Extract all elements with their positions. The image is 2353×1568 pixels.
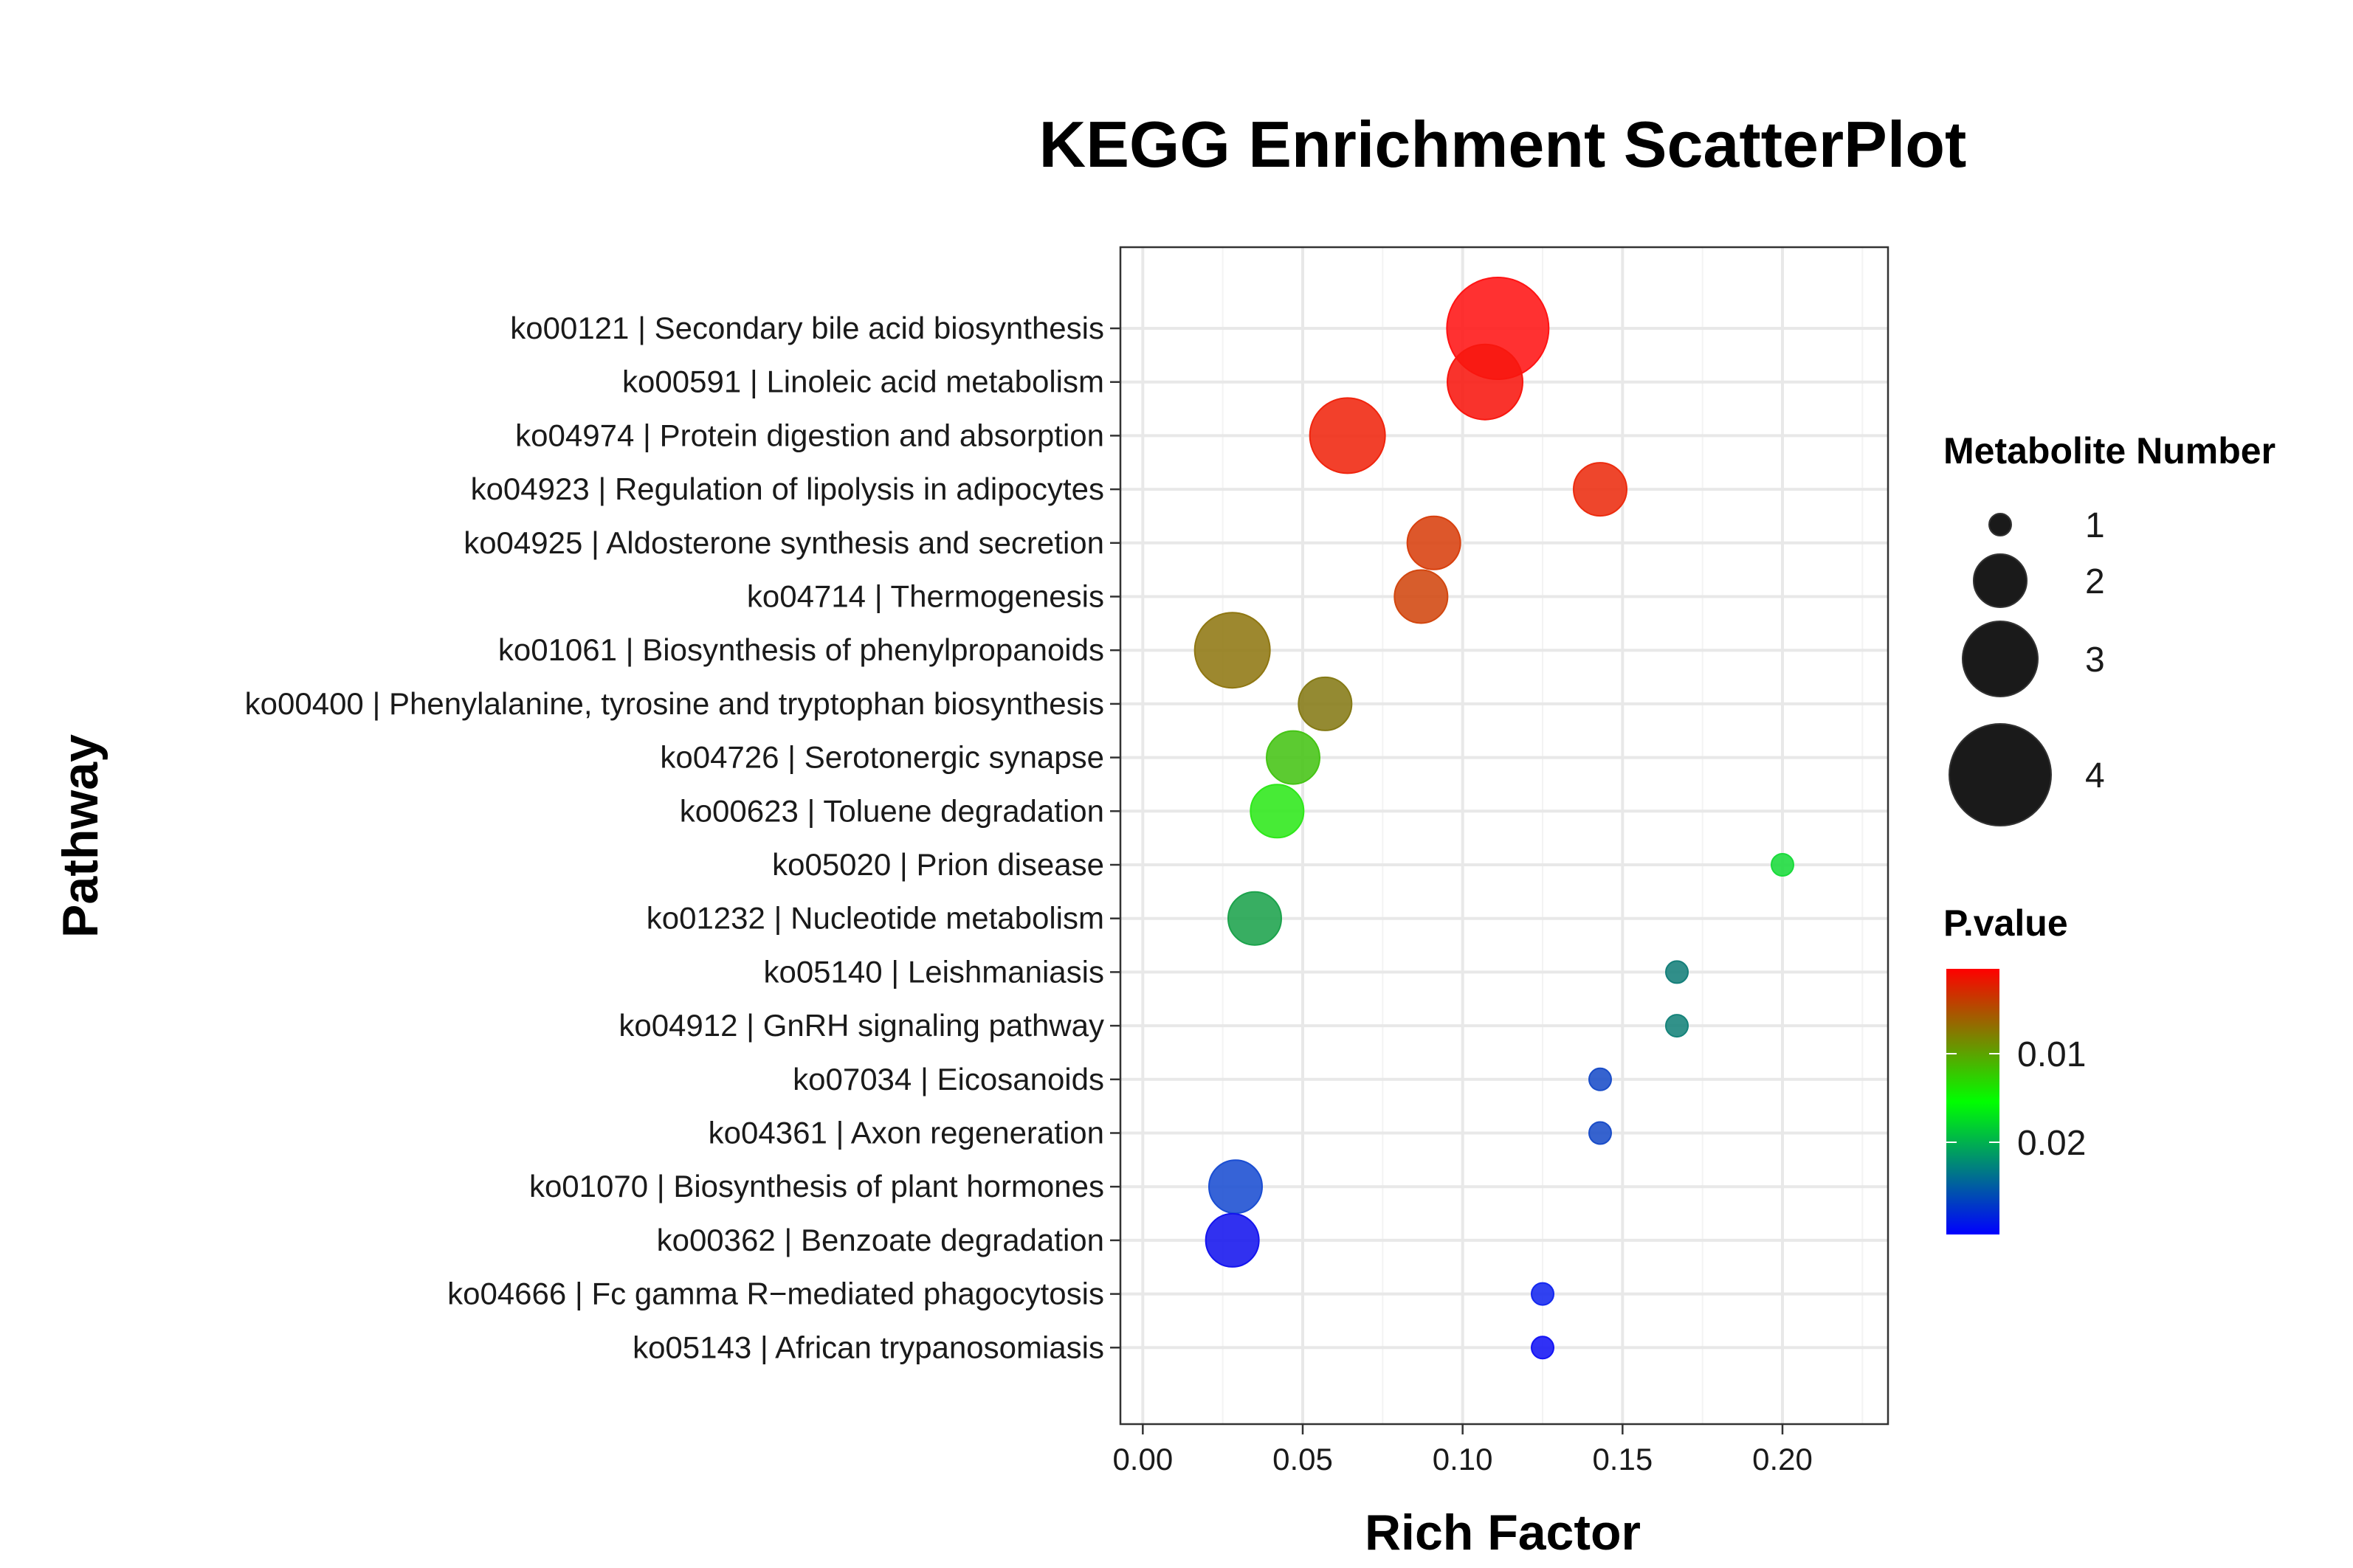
data-point (1266, 730, 1320, 785)
y-category-label: ko00400 | Phenylalanine, tyrosine and tr… (245, 686, 1104, 721)
y-category-label: ko04923 | Regulation of lipolysis in adi… (471, 472, 1104, 506)
size-legend-label: 4 (2085, 756, 2105, 795)
pvalue-legend: P.value 0.01 0.02 (1943, 902, 2086, 1234)
data-point (1531, 1282, 1554, 1306)
size-legend-key (1962, 621, 2039, 697)
data-point (1447, 343, 1523, 421)
x-tick-label: 0.05 (1272, 1442, 1333, 1477)
x-axis-title: Rich Factor (1365, 1505, 1641, 1561)
data-point (1665, 1014, 1689, 1038)
y-category-label: ko05020 | Prion disease (772, 847, 1104, 882)
pvalue-legend-title: P.value (1943, 902, 2068, 944)
y-axis-title: Pathway (52, 734, 108, 938)
y-category-label: ko04912 | GnRH signaling pathway (619, 1008, 1104, 1043)
chart-title: KEGG Enrichment ScatterPlot (1039, 108, 1967, 181)
pvalue-colorbar (1946, 969, 1999, 1234)
y-axis-categories: ko00121 | Secondary bile acid biosynthes… (245, 311, 1120, 1364)
size-legend-label: 2 (2085, 562, 2105, 601)
data-point (1208, 1159, 1263, 1215)
data-point (1573, 462, 1627, 517)
data-point (1205, 1212, 1260, 1268)
size-legend: Metabolite Number 1 2 3 4 (1943, 430, 2276, 826)
colorbar-label: 0.02 (2017, 1124, 2086, 1163)
y-category-label: ko00362 | Benzoate degradation (657, 1223, 1104, 1257)
data-point (1250, 784, 1305, 839)
size-legend-label: 1 (2085, 506, 2105, 545)
data-point (1309, 397, 1386, 474)
plot-border (1119, 246, 1889, 1426)
data-point (1588, 1121, 1612, 1145)
y-category-label: ko04726 | Serotonergic synapse (660, 740, 1104, 775)
colorbar-label: 0.01 (2017, 1035, 2086, 1074)
data-point (1665, 960, 1689, 984)
x-tick-label: 0.15 (1592, 1442, 1653, 1477)
size-legend-key (1949, 723, 2052, 826)
x-tick-label: 0.20 (1752, 1442, 1813, 1477)
data-point (1298, 676, 1353, 731)
y-category-label: ko00121 | Secondary bile acid biosynthes… (510, 311, 1104, 345)
size-legend-key (1973, 553, 2028, 608)
size-legend-key (1988, 513, 2012, 536)
data-point (1531, 1336, 1554, 1360)
y-category-label: ko01061 | Biosynthesis of phenylpropanoi… (498, 632, 1104, 667)
data-point (1227, 891, 1282, 946)
y-category-label: ko04974 | Protein digestion and absorpti… (515, 418, 1104, 452)
data-point (1193, 612, 1271, 689)
y-category-label: ko04666 | Fc gamma R−mediated phagocytos… (447, 1277, 1104, 1311)
data-point (1771, 853, 1794, 877)
data-point (1406, 515, 1461, 570)
y-category-label: ko01070 | Biosynthesis of plant hormones (529, 1169, 1104, 1203)
y-category-label: ko07034 | Eicosanoids (793, 1062, 1104, 1096)
y-category-label: ko05140 | Leishmaniasis (763, 954, 1104, 989)
y-category-label: ko00623 | Toluene degradation (680, 793, 1104, 828)
data-points (1193, 277, 1794, 1360)
size-legend-label: 3 (2085, 640, 2105, 680)
y-category-label: ko04714 | Thermogenesis (747, 579, 1104, 614)
data-point (1393, 569, 1449, 624)
x-tick-label: 0.00 (1112, 1442, 1173, 1477)
y-category-label: ko05143 | African trypanosomiasis (633, 1330, 1104, 1364)
y-category-label: ko01232 | Nucleotide metabolism (647, 901, 1104, 936)
y-category-label: ko04925 | Aldosterone synthesis and secr… (464, 525, 1104, 560)
data-point (1588, 1067, 1612, 1091)
y-category-label: ko00591 | Linoleic acid metabolism (622, 365, 1104, 399)
x-axis-ticks: 0.00 0.05 0.10 0.15 0.20 (1112, 1424, 1813, 1477)
y-category-label: ko04361 | Axon regeneration (709, 1116, 1104, 1150)
size-legend-title: Metabolite Number (1943, 430, 2276, 472)
x-tick-label: 0.10 (1433, 1442, 1493, 1477)
